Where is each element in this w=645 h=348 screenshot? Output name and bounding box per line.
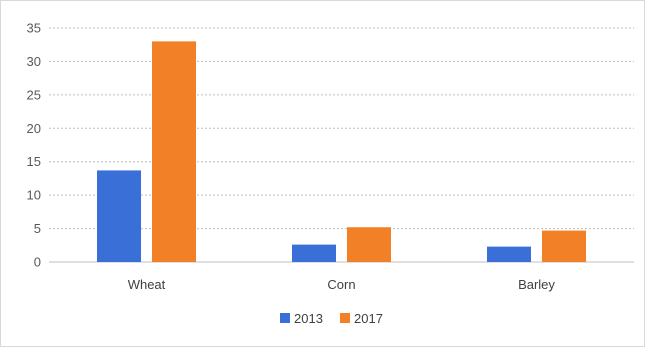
legend-swatch-2017	[340, 313, 350, 323]
y-tick-label: 5	[34, 221, 41, 236]
y-tick-label: 25	[27, 87, 41, 102]
bar-2013-barley	[487, 246, 531, 262]
legend-label-2017: 2017	[354, 311, 383, 326]
x-category-label: Wheat	[128, 277, 166, 292]
bar-2017-wheat	[152, 41, 196, 262]
gridlines	[49, 27, 634, 263]
x-category-label: Barley	[518, 277, 555, 292]
legend-swatch-2013	[280, 313, 290, 323]
y-tick-label: 20	[27, 121, 41, 136]
bar-2017-corn	[347, 227, 391, 262]
y-tick-label: 30	[27, 54, 41, 69]
y-tick-label: 0	[34, 255, 41, 270]
y-tick-label: 35	[27, 21, 41, 36]
y-tick-label: 15	[27, 154, 41, 169]
y-axis-ticks: 0 5 10 15 20 25 30 35	[27, 21, 41, 270]
bar-2017-barley	[542, 230, 586, 262]
x-axis-labels: Wheat Corn Barley	[128, 277, 556, 292]
bar-2013-corn	[292, 244, 336, 262]
bars	[97, 41, 586, 262]
bar-2013-wheat	[97, 170, 141, 262]
legend-label-2013: 2013	[294, 311, 323, 326]
y-tick-label: 10	[27, 188, 41, 203]
legend: 2013 2017	[280, 311, 383, 326]
x-category-label: Corn	[327, 277, 355, 292]
